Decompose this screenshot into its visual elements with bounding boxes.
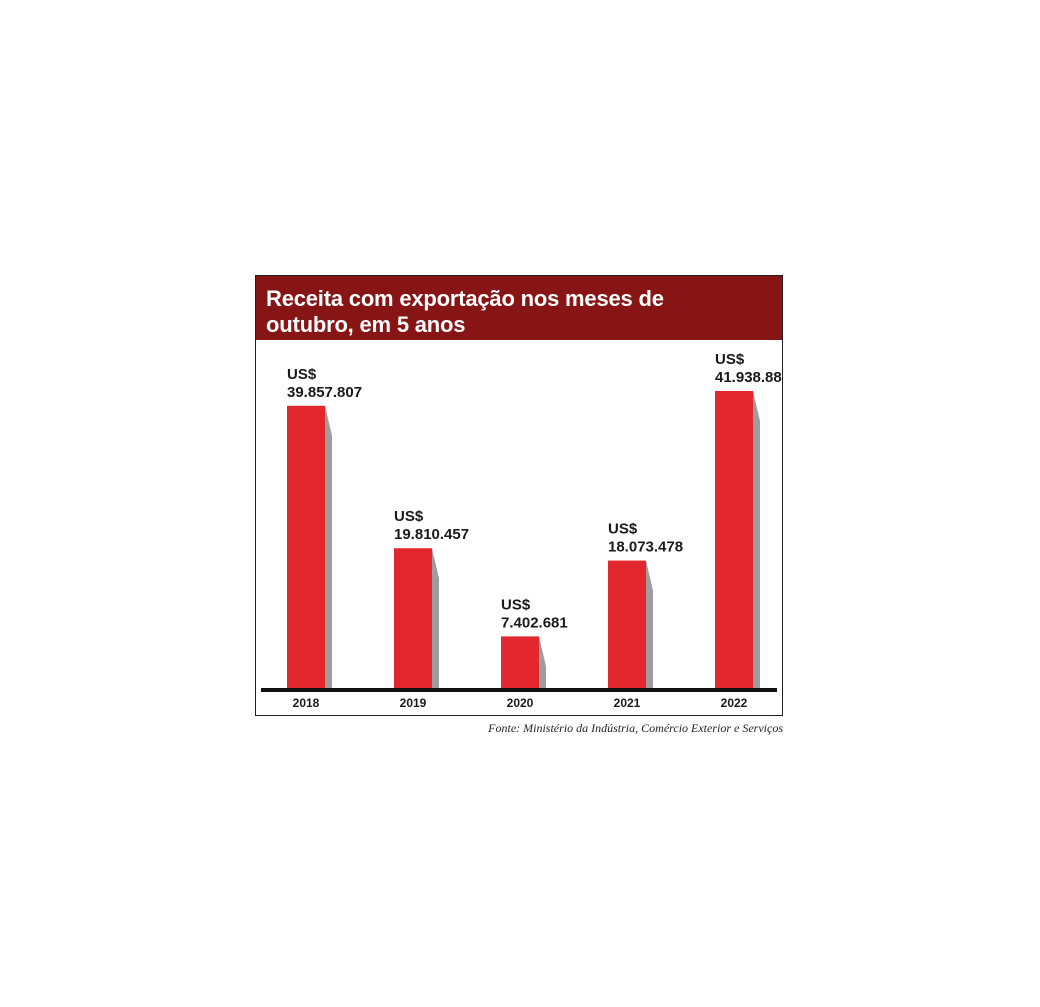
bar-2020 xyxy=(501,636,539,689)
chart-title: Receita com exportação nos meses de outu… xyxy=(266,286,696,338)
value-label-2022: 41.938.882 xyxy=(715,369,782,386)
value-label-2020: 7.402.681 xyxy=(501,614,568,631)
bar-shadow-2021 xyxy=(646,561,653,689)
bar-shadow-2022 xyxy=(753,391,760,689)
x-tick-label-2019: 2019 xyxy=(400,696,427,710)
x-tick-label-2021: 2021 xyxy=(614,696,641,710)
value-labels-layer: US$39.857.807US$19.810.457US$7.402.681US… xyxy=(287,351,782,631)
value-label-2019: 19.810.457 xyxy=(394,526,469,543)
bar-2022 xyxy=(715,391,753,689)
bar-shadow-2020 xyxy=(539,636,546,689)
bar-shadow-2019 xyxy=(432,548,439,689)
value-label-2018: 39.857.807 xyxy=(287,384,362,401)
value-label-prefix-2020: US$ xyxy=(501,596,531,613)
value-label-prefix-2019: US$ xyxy=(394,508,424,525)
value-label-prefix-2018: US$ xyxy=(287,366,317,383)
x-tick-labels-layer: 2018 2019 2020 2021 2022 xyxy=(293,696,748,710)
x-tick-label-2022: 2022 xyxy=(721,696,748,710)
value-label-prefix-2021: US$ xyxy=(608,521,638,538)
bar-2021 xyxy=(608,561,646,689)
bars-layer xyxy=(287,391,760,689)
bar-plot: US$39.857.807US$19.810.457US$7.402.681US… xyxy=(256,340,782,716)
chart-frame: Receita com exportação nos meses de outu… xyxy=(255,275,783,716)
value-label-prefix-2022: US$ xyxy=(715,351,745,368)
bar-2019 xyxy=(394,548,432,689)
x-tick-label-2020: 2020 xyxy=(507,696,534,710)
title-bar: Receita com exportação nos meses de outu… xyxy=(256,276,782,340)
x-tick-label-2018: 2018 xyxy=(293,696,320,710)
value-label-2021: 18.073.478 xyxy=(608,539,683,556)
bar-2018 xyxy=(287,406,325,689)
bar-shadow-2018 xyxy=(325,406,332,689)
source-note: Fonte: Ministério da Indústria, Comércio… xyxy=(440,721,783,736)
